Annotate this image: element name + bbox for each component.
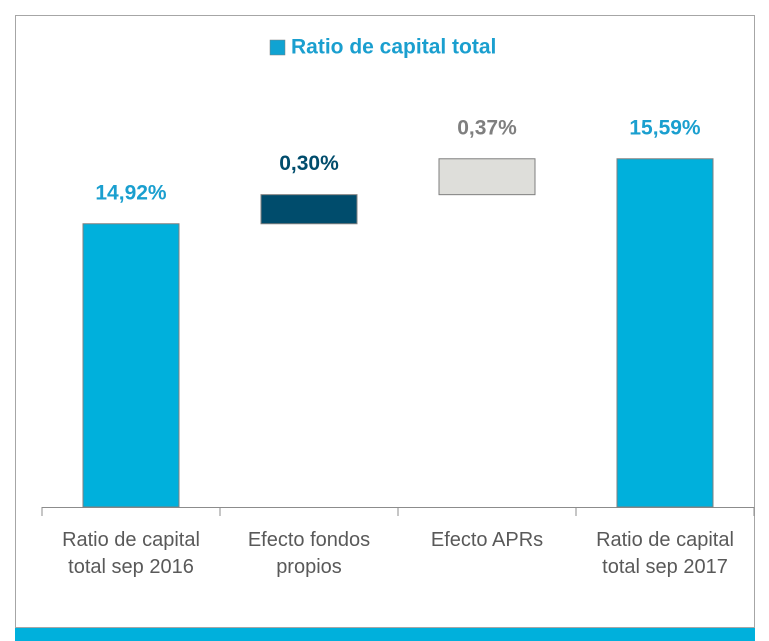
legend-label: Ratio de capital total <box>291 36 496 59</box>
x-tick-label: Efecto fondos propios <box>247 529 371 578</box>
data-label: 14,92% <box>95 181 167 204</box>
x-tick-label: Ratio de capital total sep 2017 <box>596 529 734 578</box>
bar <box>260 194 358 225</box>
data-label: 15,59% <box>629 116 701 139</box>
data-label: 0,30% <box>279 152 339 175</box>
legend-swatch <box>269 39 286 56</box>
x-tick-label: Efecto APRs <box>430 529 544 551</box>
x-tick-label: Ratio de capital total sep 2016 <box>62 529 200 578</box>
bar <box>82 223 180 508</box>
bar <box>438 158 536 196</box>
bar <box>616 158 714 508</box>
data-label: 0,37% <box>457 116 517 139</box>
bottom-band <box>15 628 755 641</box>
